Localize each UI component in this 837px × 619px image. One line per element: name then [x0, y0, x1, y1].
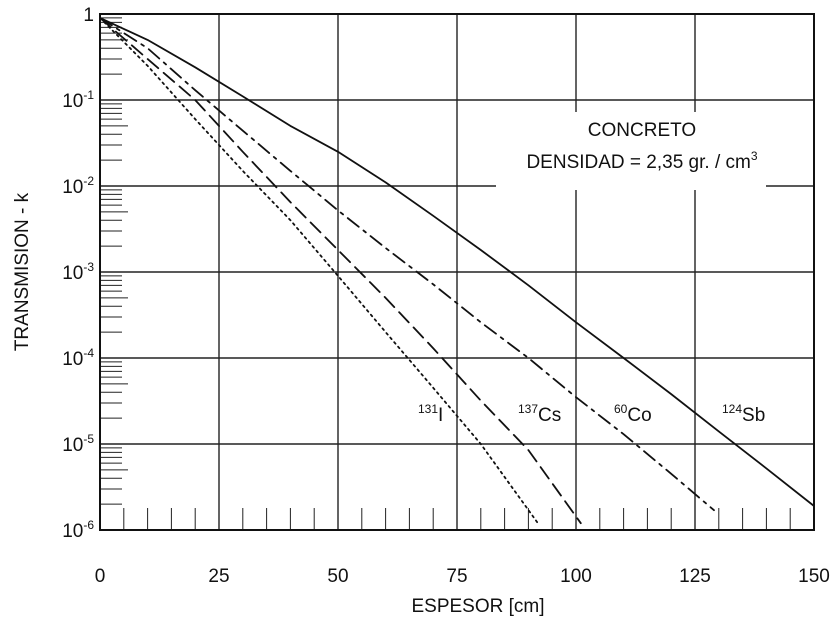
series-line-solid [99, 17, 815, 507]
series-label: 124Sb [722, 402, 765, 426]
series-label: 137Cs [518, 402, 561, 426]
y-axis-title: TRANSMISION - k [12, 192, 33, 351]
annotation-line2: DENSIDAD = 2,35 gr. / cm3 [526, 149, 757, 173]
series-line-dotted [99, 17, 539, 525]
grid-lines [99, 13, 815, 531]
y-tick-labels: 1 10-1 10-2 10-3 10-4 10-5 10-6 [62, 5, 94, 542]
series-line-dashdot [99, 17, 715, 512]
series-line-dashed [99, 17, 582, 525]
x-tick-label: 100 [560, 566, 592, 587]
y-tick-label: 10-2 [62, 174, 94, 198]
x-tick-label: 150 [798, 566, 830, 587]
x-tick-label: 75 [446, 566, 467, 587]
y-tick-label: 10-3 [62, 260, 94, 284]
x-tick-labels: 0 25 50 75 100 125 150 [95, 566, 830, 587]
y-tick-label: 1 [83, 5, 94, 26]
x-tick-label: 50 [327, 566, 348, 587]
series-label: 60Co [614, 402, 652, 426]
x-tick-label: 0 [95, 566, 106, 587]
plot-frame [99, 13, 815, 531]
series-label: 131I [418, 402, 443, 426]
annotation-line1: CONCRETO [588, 120, 696, 141]
x-tick-label: 125 [679, 566, 711, 587]
y-tick-label: 10-6 [62, 518, 94, 542]
y-tick-label: 10-4 [62, 346, 94, 370]
annotation: CONCRETO DENSIDAD = 2,35 gr. / cm3 [496, 112, 766, 190]
series-lines [99, 17, 815, 525]
y-tick-label: 10-5 [62, 432, 94, 456]
series-labels: 124Sb 60Co 137Cs 131I [418, 402, 765, 426]
minor-ticks [100, 17, 791, 530]
y-tick-label: 10-1 [62, 88, 94, 112]
x-axis-title: ESPESOR [cm] [411, 596, 544, 617]
x-tick-label: 25 [208, 566, 229, 587]
